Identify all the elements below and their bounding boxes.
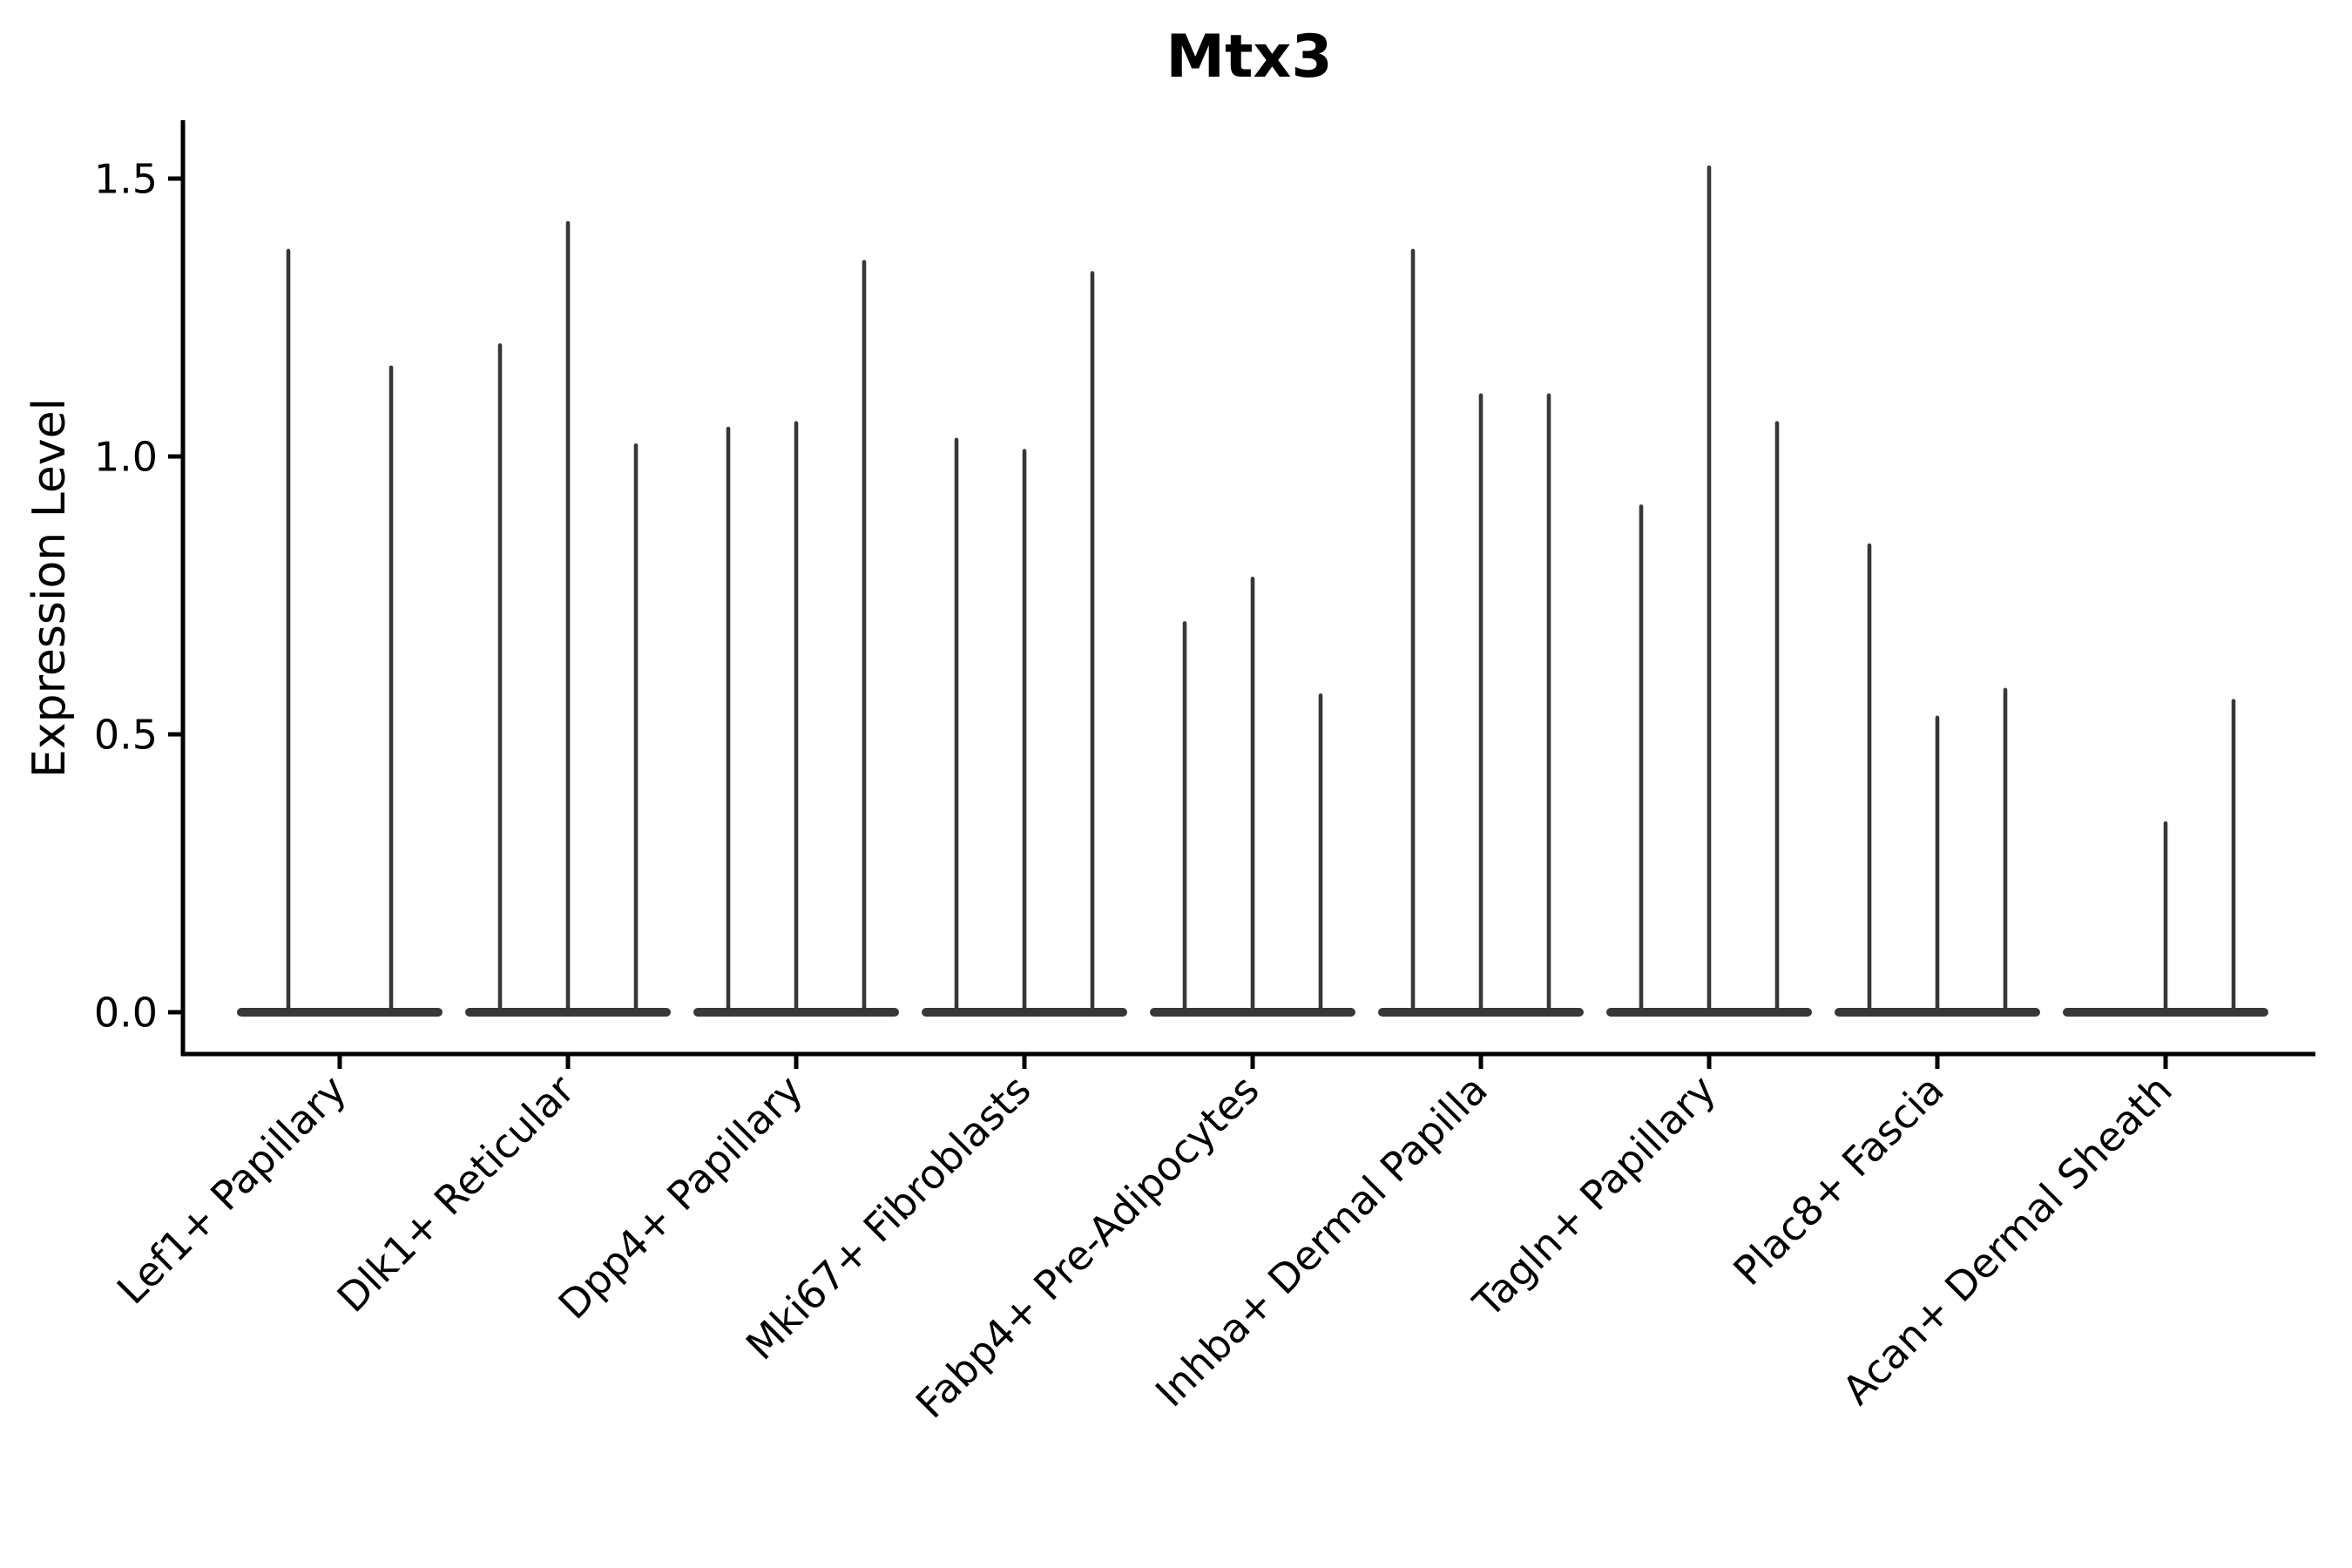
violin-body-band <box>237 1008 443 1017</box>
x-tick-label: Lef1+ Papillary <box>108 1066 355 1314</box>
x-tick-label: Plac8+ Fascia <box>1724 1066 1952 1294</box>
x-tick-label: Tagln+ Papillary <box>1463 1066 1725 1328</box>
y-tick-label: 1.0 <box>94 433 158 480</box>
y-tick-label: 0.5 <box>94 711 158 758</box>
x-tick-label: Dpp4+ Papillary <box>550 1066 812 1328</box>
x-tick-label: Dlk1+ Reticular <box>328 1066 584 1321</box>
chart-title: Mtx3 <box>1166 23 1333 91</box>
y-tick-label: 1.5 <box>94 155 158 202</box>
y-tick-label: 0.0 <box>94 989 158 1036</box>
